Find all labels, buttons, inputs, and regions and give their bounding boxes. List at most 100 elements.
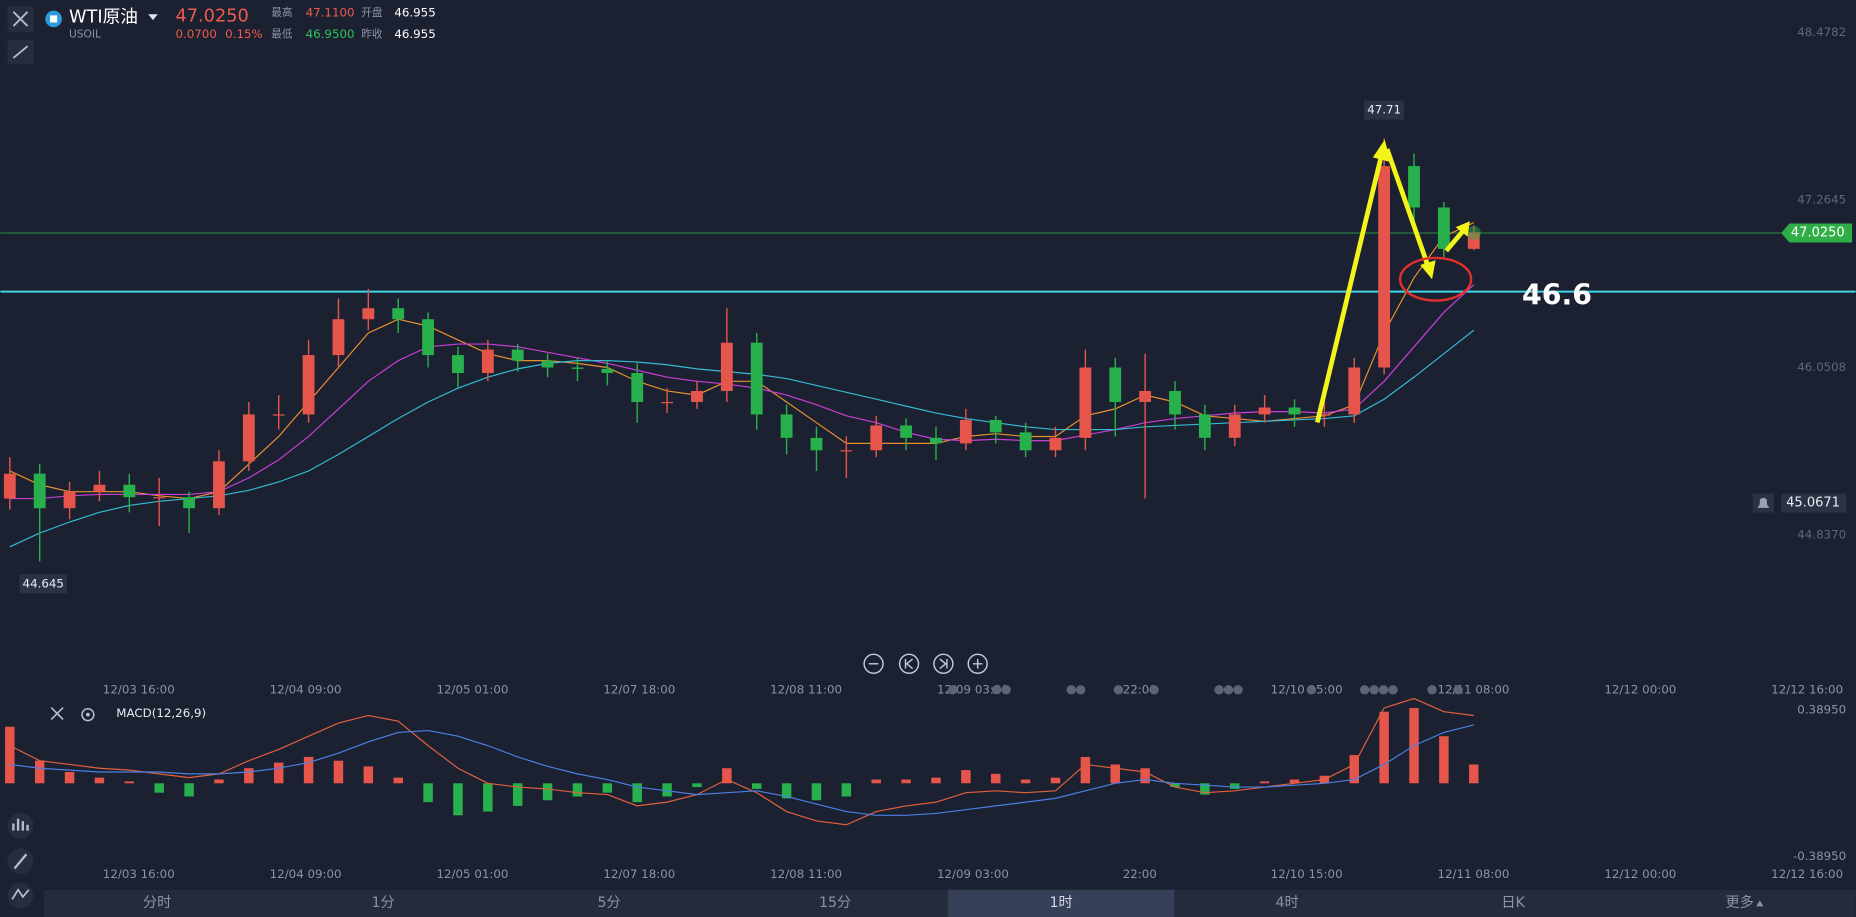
- candle-body: [720, 342, 733, 391]
- y-tick-label: 46.0508: [1797, 360, 1846, 374]
- candle-body: [1467, 232, 1480, 249]
- y-tick-label: 48.4782: [1797, 25, 1846, 39]
- candle-body: [1258, 407, 1271, 415]
- candle-body: [1318, 414, 1331, 416]
- macd-bar: [751, 783, 762, 789]
- macd-bar: [1080, 756, 1091, 784]
- candle-body: [661, 401, 674, 404]
- event-dots: [948, 685, 1463, 695]
- close-button[interactable]: [7, 5, 34, 32]
- tab[interactable]: 5分: [598, 895, 621, 911]
- prev-close-value: 46.955: [394, 27, 435, 41]
- macd-bar: [1259, 781, 1270, 784]
- macd-bar: [1289, 779, 1300, 784]
- last-price-label: 47.0250: [1791, 225, 1845, 240]
- candle-body: [810, 437, 823, 451]
- moving-average: [9, 284, 1475, 500]
- last-price-tag: [1781, 223, 1853, 243]
- candle-body: [452, 355, 464, 374]
- low-value: 46.9500: [306, 27, 355, 41]
- candle-body: [1348, 367, 1361, 415]
- tab-more-arrow: [1756, 900, 1764, 907]
- candle-body: [1378, 166, 1391, 368]
- macd-bar: [483, 783, 493, 812]
- macd-bar: [1110, 764, 1120, 784]
- candle-body: [422, 319, 435, 356]
- macd-bar: [901, 779, 911, 784]
- macd-bar: [453, 783, 463, 816]
- change: 0.0700: [175, 27, 216, 41]
- candle-body: [870, 425, 883, 451]
- tab[interactable]: 1分: [372, 895, 395, 911]
- candle-body: [1049, 437, 1062, 451]
- tab[interactable]: 15分: [819, 895, 851, 911]
- x-tick-label: 12/12 16:00: [1771, 682, 1843, 696]
- x-tick-label: 12/07 18:00: [603, 682, 675, 696]
- x-tick-label: 12/03 16:00: [103, 867, 175, 881]
- low-marker-box: [19, 574, 67, 594]
- zoom-controls[interactable]: [863, 653, 988, 674]
- candle-body: [272, 414, 285, 416]
- candle-body: [302, 355, 315, 415]
- macd-settings[interactable]: [81, 707, 95, 722]
- candle-body: [750, 342, 763, 415]
- candle-body: [900, 425, 913, 438]
- side-tools[interactable]: [7, 812, 34, 909]
- x-tick-label: 22:00: [1123, 682, 1157, 696]
- candle-body: [123, 484, 136, 498]
- tab[interactable]: 分时: [143, 895, 171, 911]
- high-marker-box: [1364, 100, 1405, 120]
- candle-body: [1109, 367, 1122, 402]
- x-tick-label: 12/09 03:00: [937, 867, 1009, 881]
- tabs: 分时 1分 5分 15分 1时 4时 日K 更多: [143, 889, 1764, 917]
- macd-bar: [991, 773, 1001, 784]
- macd-bar: [1469, 764, 1479, 784]
- candle-body: [959, 419, 972, 444]
- x-tick-label: 12/08 11:00: [770, 867, 842, 881]
- macd-bar: [1140, 768, 1150, 784]
- x-tick-label: 12/08 11:00: [770, 682, 842, 696]
- candle-body: [840, 450, 853, 452]
- x-tick-label: 12/12 00:00: [1604, 867, 1676, 881]
- candle-body: [1408, 166, 1420, 208]
- candle-body: [362, 308, 375, 320]
- symbol-name[interactable]: WTI原油: [69, 7, 138, 28]
- tab[interactable]: 1时: [1050, 895, 1073, 911]
- candle-body: [213, 461, 225, 509]
- macd-bar: [393, 777, 403, 784]
- candle-body: [332, 319, 345, 356]
- candle-body: [183, 497, 195, 509]
- candle-body: [691, 390, 703, 402]
- x-tick-label: 22:00: [1123, 867, 1157, 881]
- x-tick-label: 12/03 16:00: [103, 682, 175, 696]
- macd-line: [9, 724, 1474, 816]
- macd-bar: [1349, 755, 1359, 784]
- macd-bar: [662, 783, 672, 797]
- alert-bell: [1757, 497, 1770, 508]
- macd-bar: [632, 783, 642, 803]
- tab[interactable]: 4时: [1275, 895, 1298, 911]
- candle-body: [392, 308, 405, 320]
- macd-bar: [214, 779, 224, 784]
- y-tick-label: -0.38950: [1793, 849, 1846, 863]
- macd-bar: [602, 783, 613, 793]
- macd-bar: [423, 783, 433, 803]
- candle-body: [481, 349, 494, 374]
- candle-body: [1139, 390, 1152, 402]
- y-tick-label: 44.8370: [1797, 527, 1846, 541]
- symbol-dropdown[interactable]: [148, 14, 158, 21]
- tab[interactable]: 更多: [1725, 894, 1753, 911]
- candle-body: [1437, 207, 1450, 249]
- tab[interactable]: 日K: [1501, 895, 1525, 911]
- draw-tool[interactable]: [7, 40, 34, 64]
- candle-body: [511, 349, 524, 361]
- symbol-code: USOIL: [69, 27, 101, 40]
- alert-box: [1781, 493, 1847, 513]
- macd-close[interactable]: [50, 706, 64, 720]
- candle-body: [780, 414, 793, 438]
- x-tick-label: 12/04 09:00: [270, 867, 342, 881]
- candle-body: [242, 414, 255, 462]
- y-tick-label: 0.38950: [1797, 702, 1846, 716]
- high-value: 47.1100: [306, 6, 355, 20]
